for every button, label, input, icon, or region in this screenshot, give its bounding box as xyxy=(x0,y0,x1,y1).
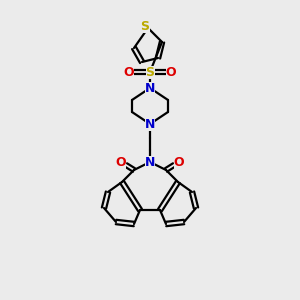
Text: S: S xyxy=(140,20,149,32)
Text: S: S xyxy=(146,65,154,79)
Text: O: O xyxy=(116,157,126,169)
Text: O: O xyxy=(174,157,184,169)
Text: O: O xyxy=(166,65,176,79)
Text: N: N xyxy=(145,82,155,94)
Text: N: N xyxy=(145,118,155,130)
Text: O: O xyxy=(124,65,134,79)
Text: N: N xyxy=(145,155,155,169)
